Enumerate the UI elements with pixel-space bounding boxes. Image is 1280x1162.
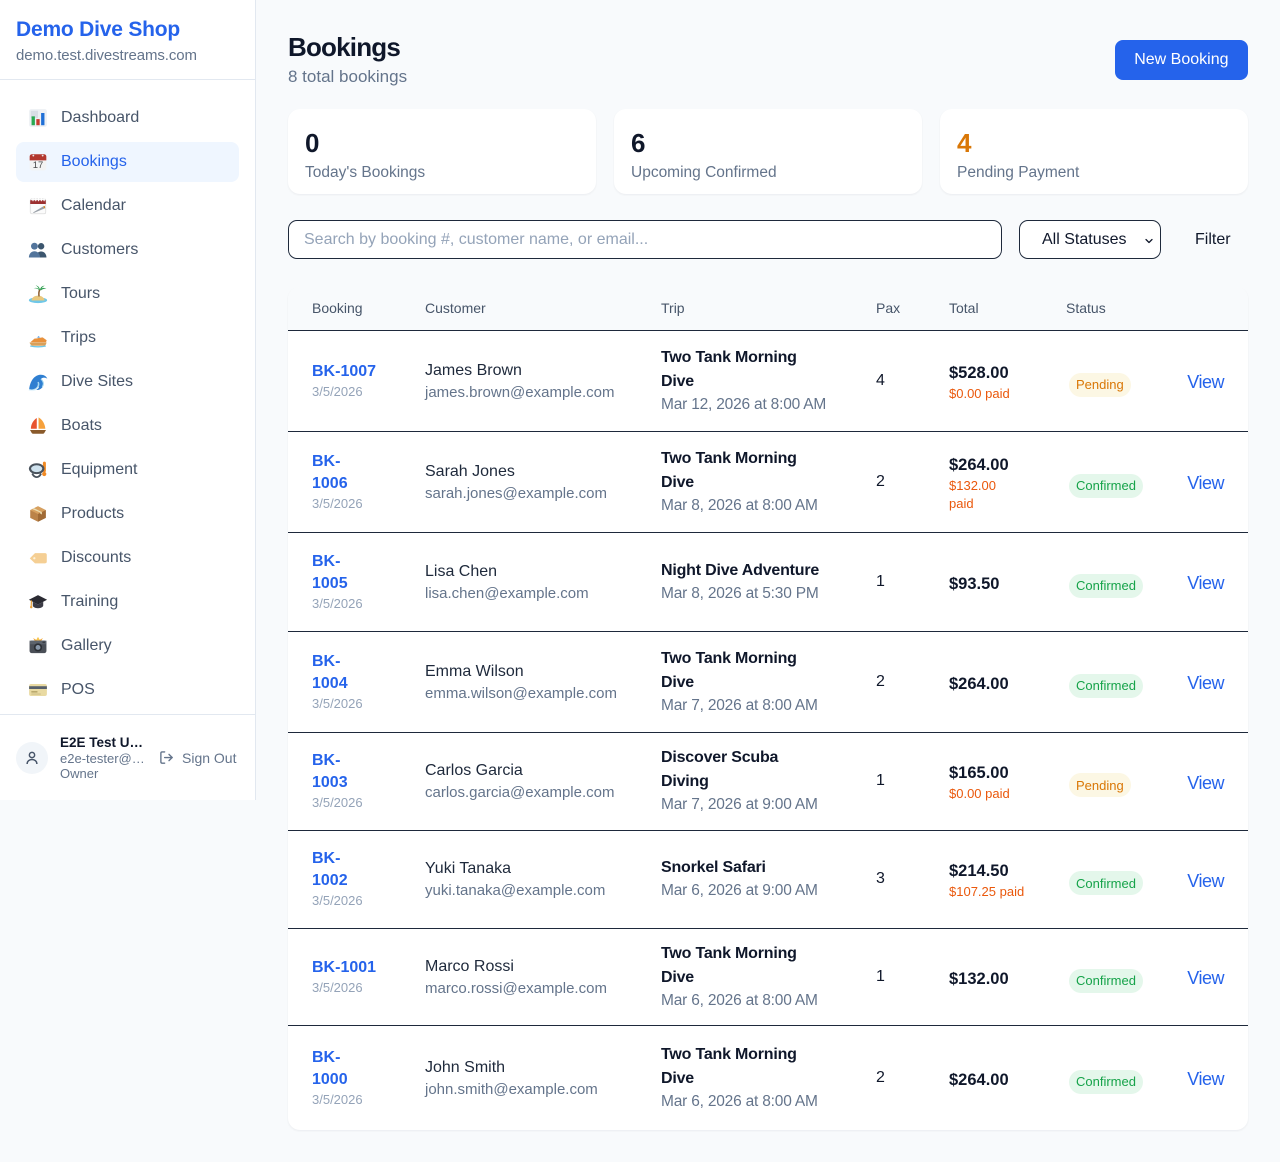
svg-text:17: 17 [33, 160, 44, 171]
